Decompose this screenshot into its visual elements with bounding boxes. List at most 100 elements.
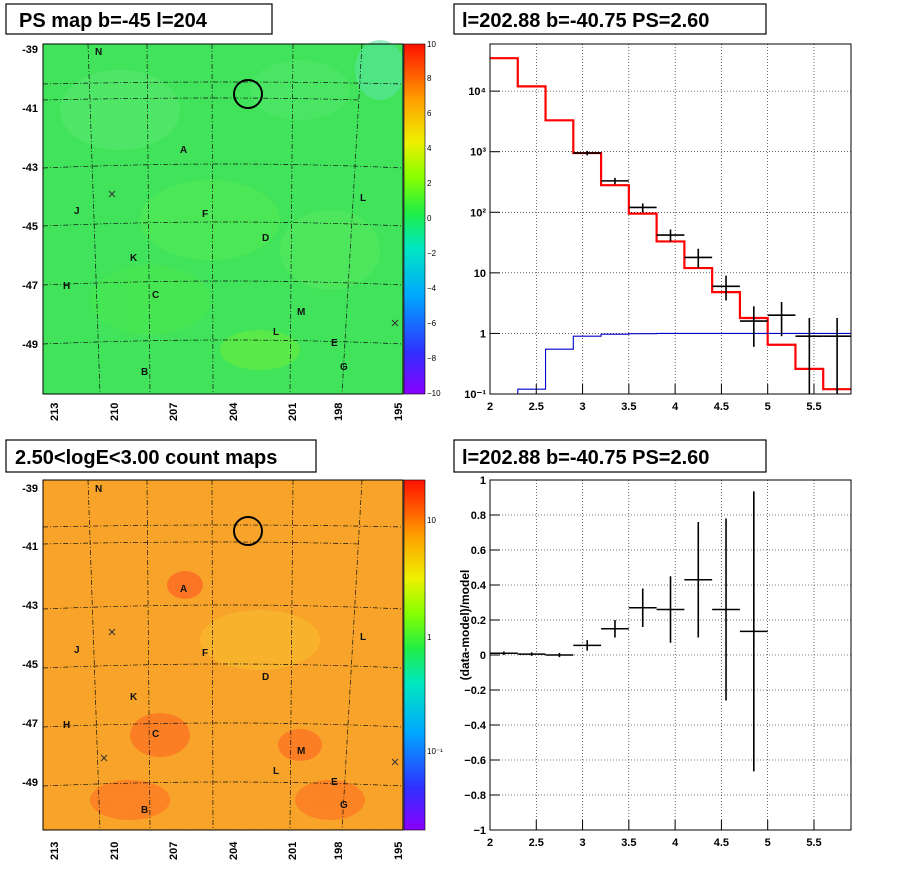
count-map-marker — [100, 628, 399, 766]
colorbar-tick-label: 6 — [427, 109, 432, 118]
ps-map-title: PS map b=-45 l=204 — [19, 10, 208, 32]
y-tick-label: 10⁻¹ — [464, 389, 486, 401]
x-tick-label: 4.5 — [714, 837, 729, 849]
y-tick-label: -41 — [22, 541, 38, 553]
x-tick-label: 2 — [487, 837, 493, 849]
y-tick-label: -45 — [22, 659, 38, 671]
x-tick-label: 5 — [765, 401, 771, 413]
x-tick-label: 204 — [228, 402, 240, 421]
x-tick-label: 3.5 — [621, 837, 636, 849]
spectrum-marks — [490, 57, 851, 395]
y-tick-label: 0.8 — [471, 510, 486, 522]
y-tick-label: -39 — [22, 44, 38, 56]
colorbar-tick-label: −6 — [427, 319, 437, 328]
count-map-hotspots — [90, 571, 365, 820]
x-tick-label: 207 — [168, 403, 180, 421]
region-label: K — [130, 692, 138, 703]
residual-title: l=202.88 b=-40.75 PS=2.60 — [462, 447, 709, 469]
colorbar-tick-label: 0 — [427, 214, 432, 223]
region-label: D — [262, 233, 269, 244]
count-map-region-labels: N A L J F D K H C M L E B G — [63, 484, 366, 816]
region-label: D — [262, 672, 269, 683]
region-label: G — [340, 362, 348, 373]
ps-map-frame — [42, 43, 404, 395]
x-tick-label: 201 — [287, 403, 299, 421]
x-tick-label: 210 — [109, 842, 121, 860]
colorbar-tick-label: −8 — [427, 354, 437, 363]
y-tick-label: 0.2 — [471, 615, 486, 627]
x-tick-label: 4 — [672, 837, 679, 849]
count-map-graticule — [42, 479, 404, 831]
colorbar-tick-label: 10 — [427, 516, 436, 525]
region-label: K — [130, 253, 138, 264]
x-tick-label: 5.5 — [806, 837, 821, 849]
colorbar-tick-label: 4 — [427, 144, 432, 153]
region-label: J — [74, 645, 80, 656]
y-tick-label: −0.2 — [464, 685, 486, 697]
x-tick-label: 198 — [333, 403, 345, 421]
y-tick-label: 0.4 — [471, 580, 487, 592]
x-tick-label: 2 — [487, 401, 493, 413]
residual-panel: l=202.88 b=-40.75 PS=2.60 2 2.5 3 3.5 4 4.5 5 5… — [453, 439, 852, 849]
count-map-colorbar — [403, 479, 426, 831]
region-label: B — [141, 367, 148, 378]
y-tick-label: 10 — [474, 268, 486, 280]
y-tick-label: -47 — [22, 280, 38, 292]
ps-map-marker — [108, 190, 399, 327]
colorbar-tick-label: −2 — [427, 249, 437, 258]
y-tick-label: 10² — [470, 207, 486, 219]
ps-map-panel: PS map b=-45 l=204 — [5, 3, 441, 421]
x-tick-label: 207 — [168, 842, 180, 860]
colorbar-tick-label: 2 — [427, 179, 432, 188]
region-label: F — [202, 648, 208, 659]
y-tick-label: −0.6 — [464, 755, 486, 767]
x-tick-label: 2.5 — [529, 401, 544, 413]
count-map-title: 2.50<logE<3.00 count maps — [15, 447, 277, 469]
y-tick-label: -43 — [22, 600, 38, 612]
residual-marks — [490, 491, 768, 772]
x-tick-label: 195 — [393, 403, 405, 421]
region-label: N — [95, 47, 102, 58]
colorbar-tick-label: −10 — [427, 389, 441, 398]
region-label: M — [297, 307, 305, 318]
region-label: H — [63, 281, 70, 292]
region-label: N — [95, 484, 102, 495]
ps-map-colorbar — [403, 43, 426, 395]
residual-ticks: 2 2.5 3 3.5 4 4.5 5 5.5 −1 −0.8 −0.6 −0.4 −0.2 0 0.2 0.… — [464, 475, 821, 849]
x-tick-label: 5.5 — [806, 401, 821, 413]
spectrum-grid — [490, 44, 851, 394]
region-label: L — [360, 193, 366, 204]
x-tick-label: 213 — [49, 403, 61, 421]
region-label: B — [141, 805, 148, 816]
spectrum-title-box — [453, 3, 767, 35]
ps-map-source-circle — [233, 79, 263, 109]
colorbar-tick-label: 8 — [427, 74, 432, 83]
colorbar-tick-label: 10⁻¹ — [427, 747, 443, 756]
count-map-frame — [42, 479, 404, 831]
x-tick-label: 4 — [672, 401, 679, 413]
y-tick-label: −0.8 — [464, 790, 486, 802]
ps-map-region-labels: N A L J F D K H C M L E B G — [63, 47, 366, 378]
region-label: C — [152, 290, 159, 301]
count-map-source-circle — [233, 516, 263, 546]
region-label: L — [360, 632, 366, 643]
x-tick-label: 5 — [765, 837, 771, 849]
model-step-line — [490, 57, 851, 391]
background-step-line — [490, 332, 851, 395]
y-tick-label: -39 — [22, 483, 38, 495]
ps-map-x-ticks: 213 210 207 204 201 198 195 — [49, 402, 405, 421]
y-tick-label: 1 — [480, 328, 486, 340]
x-tick-label: 3 — [580, 837, 586, 849]
y-tick-label: -49 — [22, 777, 38, 789]
x-tick-label: 3 — [580, 401, 586, 413]
region-label: A — [180, 145, 187, 156]
y-tick-label: −0.4 — [464, 720, 487, 732]
ps-map-texture — [60, 40, 405, 370]
y-tick-label: 1 — [480, 475, 486, 487]
x-tick-label: 213 — [49, 842, 61, 860]
region-label: L — [273, 327, 279, 338]
x-tick-label: 4.5 — [714, 401, 729, 413]
region-label: L — [273, 766, 279, 777]
ps-map-colorbar-ticks: 10 8 6 4 2 0 −2 −4 −6 −8 −10 — [427, 40, 441, 398]
